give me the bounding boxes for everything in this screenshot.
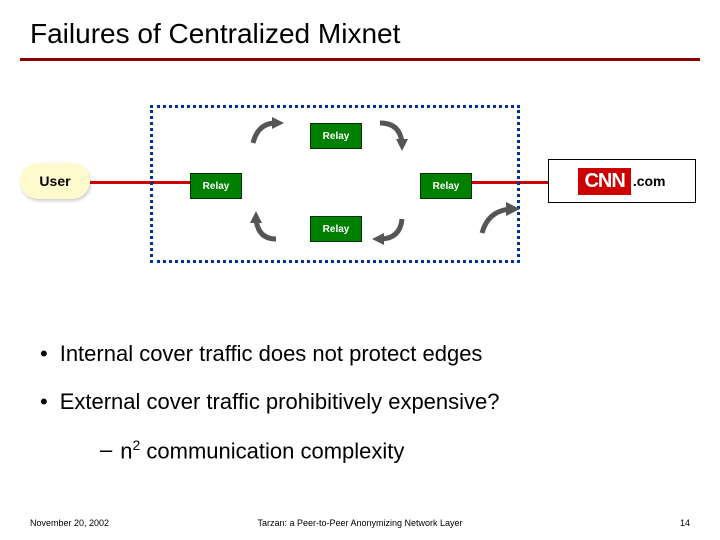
footer-date: November 20, 2002 [30, 518, 109, 528]
logo-brand: CNN [578, 168, 630, 195]
relay-node-top: Relay [310, 123, 362, 149]
bullet-text: External cover traffic prohibitively exp… [60, 389, 500, 415]
relay-node-bottom: Relay [310, 216, 362, 242]
bullet-list: • Internal cover traffic does not protec… [40, 341, 690, 464]
dash-mark-icon: – [100, 437, 112, 464]
arrow-icon [370, 209, 410, 249]
bullet-text: Internal cover traffic does not protect … [60, 341, 483, 367]
relay-node-left: Relay [190, 173, 242, 199]
sub-bullet-text: n2 communication complexity [120, 437, 404, 464]
bullet-mark-icon: • [40, 341, 48, 367]
logo-suffix: .com [633, 173, 666, 189]
arrow-icon [370, 113, 410, 153]
arrow-icon [474, 197, 522, 245]
arrow-icon [248, 209, 288, 249]
slide-title: Failures of Centralized Mixnet [0, 0, 720, 58]
bullet-item: • Internal cover traffic does not protec… [40, 341, 690, 367]
bullet-item: • External cover traffic prohibitively e… [40, 389, 690, 415]
footer-page-number: 14 [680, 518, 690, 528]
mixnet-diagram: User Relay Relay Relay Relay CNN .com [20, 101, 700, 281]
destination-logo: CNN .com [548, 159, 696, 203]
arrow-icon [248, 113, 288, 153]
title-underline [20, 58, 700, 61]
user-node: User [20, 163, 90, 199]
relay-node-right: Relay [420, 173, 472, 199]
bullet-mark-icon: • [40, 389, 48, 415]
footer-title: Tarzan: a Peer-to-Peer Anonymizing Netwo… [257, 518, 462, 528]
sub-bullet-item: – n2 communication complexity [100, 437, 690, 464]
slide-footer: November 20, 2002 Tarzan: a Peer-to-Peer… [0, 518, 720, 528]
